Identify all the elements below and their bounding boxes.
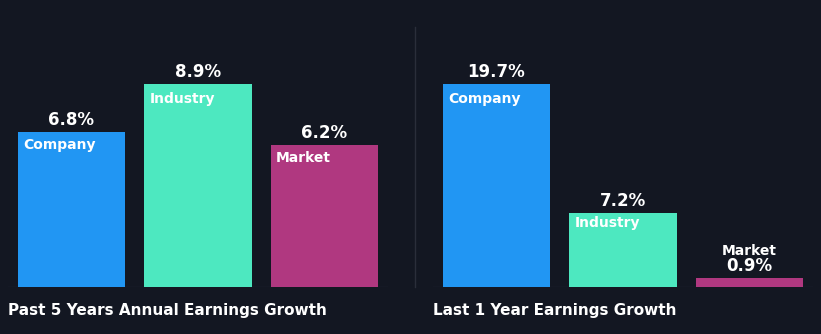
Bar: [443, 84, 550, 287]
Text: Market: Market: [276, 151, 331, 165]
Bar: [569, 213, 677, 287]
Text: 6.2%: 6.2%: [301, 124, 347, 142]
Text: 19.7%: 19.7%: [468, 63, 525, 80]
Text: 0.9%: 0.9%: [727, 257, 773, 275]
Text: Company: Company: [23, 138, 95, 152]
Text: 6.8%: 6.8%: [48, 111, 94, 129]
Text: Market: Market: [722, 243, 777, 258]
Text: Industry: Industry: [575, 216, 640, 230]
Text: Company: Company: [448, 92, 521, 106]
Bar: [695, 278, 803, 287]
Text: Last 1 Year Earnings Growth: Last 1 Year Earnings Growth: [433, 303, 677, 318]
Bar: [271, 145, 378, 287]
Text: 8.9%: 8.9%: [175, 63, 221, 80]
Bar: [144, 84, 252, 287]
Text: 7.2%: 7.2%: [600, 192, 646, 210]
Text: Industry: Industry: [149, 92, 215, 106]
Text: Past 5 Years Annual Earnings Growth: Past 5 Years Annual Earnings Growth: [8, 303, 327, 318]
Bar: [18, 132, 126, 287]
